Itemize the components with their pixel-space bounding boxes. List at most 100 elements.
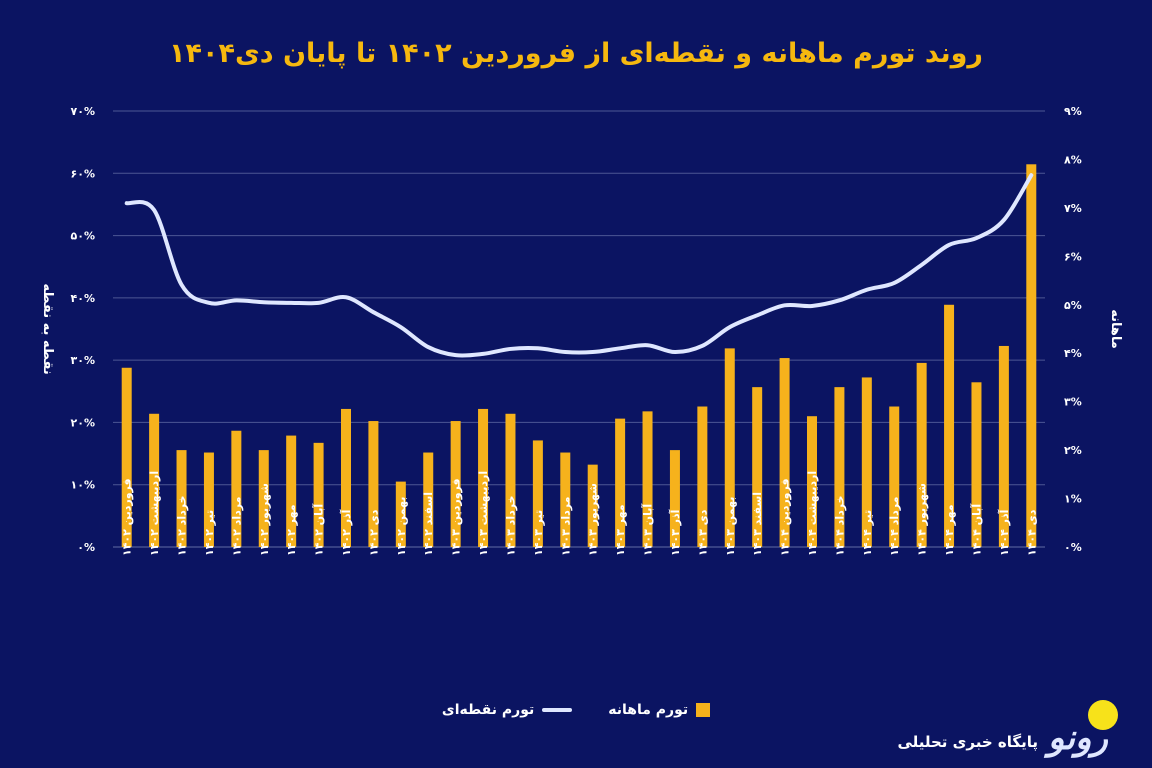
x-tick-label: شهریور ۱۴۰۴ xyxy=(916,483,929,556)
x-tick-label: آبان ۱۴۰۴ xyxy=(969,504,983,556)
sun-icon xyxy=(1088,700,1118,730)
bar xyxy=(560,452,571,547)
bar xyxy=(971,382,982,547)
x-tick-label: اسفند ۱۴۰۲ xyxy=(422,492,435,556)
x-tick-label: مرداد ۱۴۰۴ xyxy=(888,497,901,556)
bar xyxy=(779,358,790,547)
bar xyxy=(807,416,817,547)
logo-word: رونو xyxy=(1048,718,1108,758)
legend: تورم ماهانه تورم نقطه‌ای xyxy=(0,702,1152,718)
legend-bar: تورم ماهانه xyxy=(608,702,711,718)
logo: رونو پایگاه خبری تحلیلی xyxy=(897,700,1138,760)
bar xyxy=(752,387,763,547)
bar xyxy=(423,452,434,547)
bar xyxy=(697,406,708,547)
x-tick-label: اردیبهشت ۱۴۰۴ xyxy=(806,471,819,556)
bar xyxy=(258,450,269,547)
bar xyxy=(642,411,653,547)
bar xyxy=(121,367,132,547)
x-tick-label: آذر ۱۴۰۴ xyxy=(997,509,1011,556)
x-tick-label: خرداد ۱۴۰۲ xyxy=(176,495,189,556)
x-tick-label: مرداد ۱۴۰۳ xyxy=(559,497,572,556)
y-tick-left: ۱۰% xyxy=(71,479,95,492)
bar xyxy=(669,450,680,547)
y-tick-right: ۱% xyxy=(1064,493,1082,506)
bar xyxy=(368,421,379,547)
bar xyxy=(478,408,489,547)
y-tick-left: ۰% xyxy=(77,541,95,554)
x-tick-label: آذر ۱۴۰۳ xyxy=(668,509,682,556)
bar xyxy=(724,348,735,547)
y-tick-left: ۲۰% xyxy=(71,416,95,429)
bar xyxy=(587,464,598,547)
bar xyxy=(861,377,872,547)
x-tick-label: آذر ۱۴۰۲ xyxy=(339,509,353,556)
bar xyxy=(149,413,160,547)
x-tick-label: آبان ۱۴۰۲ xyxy=(312,504,326,556)
x-tick-label: تیر ۱۴۰۴ xyxy=(861,510,874,556)
y-tick-right: ۷% xyxy=(1064,202,1082,215)
legend-line: تورم نقطه‌ای xyxy=(441,702,573,718)
x-tick-label: خرداد ۱۴۰۳ xyxy=(504,495,517,556)
bar xyxy=(889,406,900,547)
y-tick-left: ۴۰% xyxy=(71,292,95,305)
bar xyxy=(615,418,626,547)
y-tick-right: ۸% xyxy=(1064,153,1082,166)
y-tick-right: ۰% xyxy=(1064,541,1082,554)
bar xyxy=(998,345,1009,547)
y-tick-right: ۶% xyxy=(1064,250,1082,263)
x-tick-label: مهر ۱۴۰۲ xyxy=(285,504,298,556)
y-tick-right: ۳% xyxy=(1064,396,1082,409)
logo-tagline: پایگاه خبری تحلیلی xyxy=(897,733,1038,751)
bar xyxy=(231,430,242,547)
logo-mark: رونو xyxy=(1048,700,1138,760)
bar xyxy=(1026,164,1037,548)
legend-line-label: تورم نقطه‌ای xyxy=(441,702,535,718)
bar xyxy=(834,387,845,547)
bar xyxy=(532,440,543,547)
bar xyxy=(916,362,927,547)
x-tick-label: اسفند ۱۴۰۳ xyxy=(751,492,764,556)
line-series xyxy=(124,173,1034,358)
line-swatch xyxy=(542,708,573,712)
y-axis-label-left: نقطه به نقطه xyxy=(40,283,55,374)
y-tick-right: ۴% xyxy=(1064,347,1082,360)
x-tick-label: تیر ۱۴۰۲ xyxy=(203,510,216,556)
bar xyxy=(286,435,297,547)
y-tick-left: ۷۰% xyxy=(71,105,95,118)
y-tick-left: ۳۰% xyxy=(71,354,95,367)
x-tick-label: بهمن ۱۴۰۳ xyxy=(724,497,737,556)
x-tick-label: دی ۱۴۰۲ xyxy=(367,509,380,556)
y-tick-left: ۶۰% xyxy=(71,167,95,180)
x-tick-label: دی ۱۴۰۳ xyxy=(696,509,709,556)
y-tick-right: ۹% xyxy=(1064,105,1082,118)
x-tick-label: اردیبهشت ۱۴۰۳ xyxy=(477,471,490,556)
bar xyxy=(203,452,214,547)
bar xyxy=(505,413,516,547)
x-tick-label: اردیبهشت ۱۴۰۲ xyxy=(148,471,161,556)
x-tick-label: دی ۱۴۰۴ xyxy=(1025,509,1038,556)
x-tick-label: مرداد ۱۴۰۲ xyxy=(230,497,243,556)
legend-bar-label: تورم ماهانه xyxy=(608,702,689,718)
x-tick-label: فروردین ۱۴۰۳ xyxy=(450,478,463,556)
x-tick-label: آبان ۱۴۰۳ xyxy=(641,504,655,556)
y-axis-label-right: ماهانه xyxy=(1108,309,1123,349)
bar xyxy=(395,481,406,547)
bar xyxy=(313,442,324,547)
x-tick-label: فروردین ۱۴۰۲ xyxy=(121,478,134,556)
bar xyxy=(176,450,187,547)
y-tick-right: ۵% xyxy=(1064,299,1082,312)
y-tick-right: ۲% xyxy=(1064,444,1082,457)
bar xyxy=(450,421,461,547)
x-tick-label: شهریور ۱۴۰۳ xyxy=(587,483,600,556)
x-tick-label: شهریور ۱۴۰۲ xyxy=(258,483,271,556)
bar xyxy=(341,408,351,547)
y-tick-left: ۵۰% xyxy=(71,230,95,243)
x-tick-label: مهر ۱۴۰۳ xyxy=(614,504,627,556)
x-tick-label: تیر ۱۴۰۳ xyxy=(532,510,545,556)
bar-swatch xyxy=(696,703,711,717)
x-tick-label: بهمن ۱۴۰۲ xyxy=(395,497,408,556)
bar xyxy=(944,304,955,547)
x-tick-label: مهر ۱۴۰۴ xyxy=(943,504,956,556)
